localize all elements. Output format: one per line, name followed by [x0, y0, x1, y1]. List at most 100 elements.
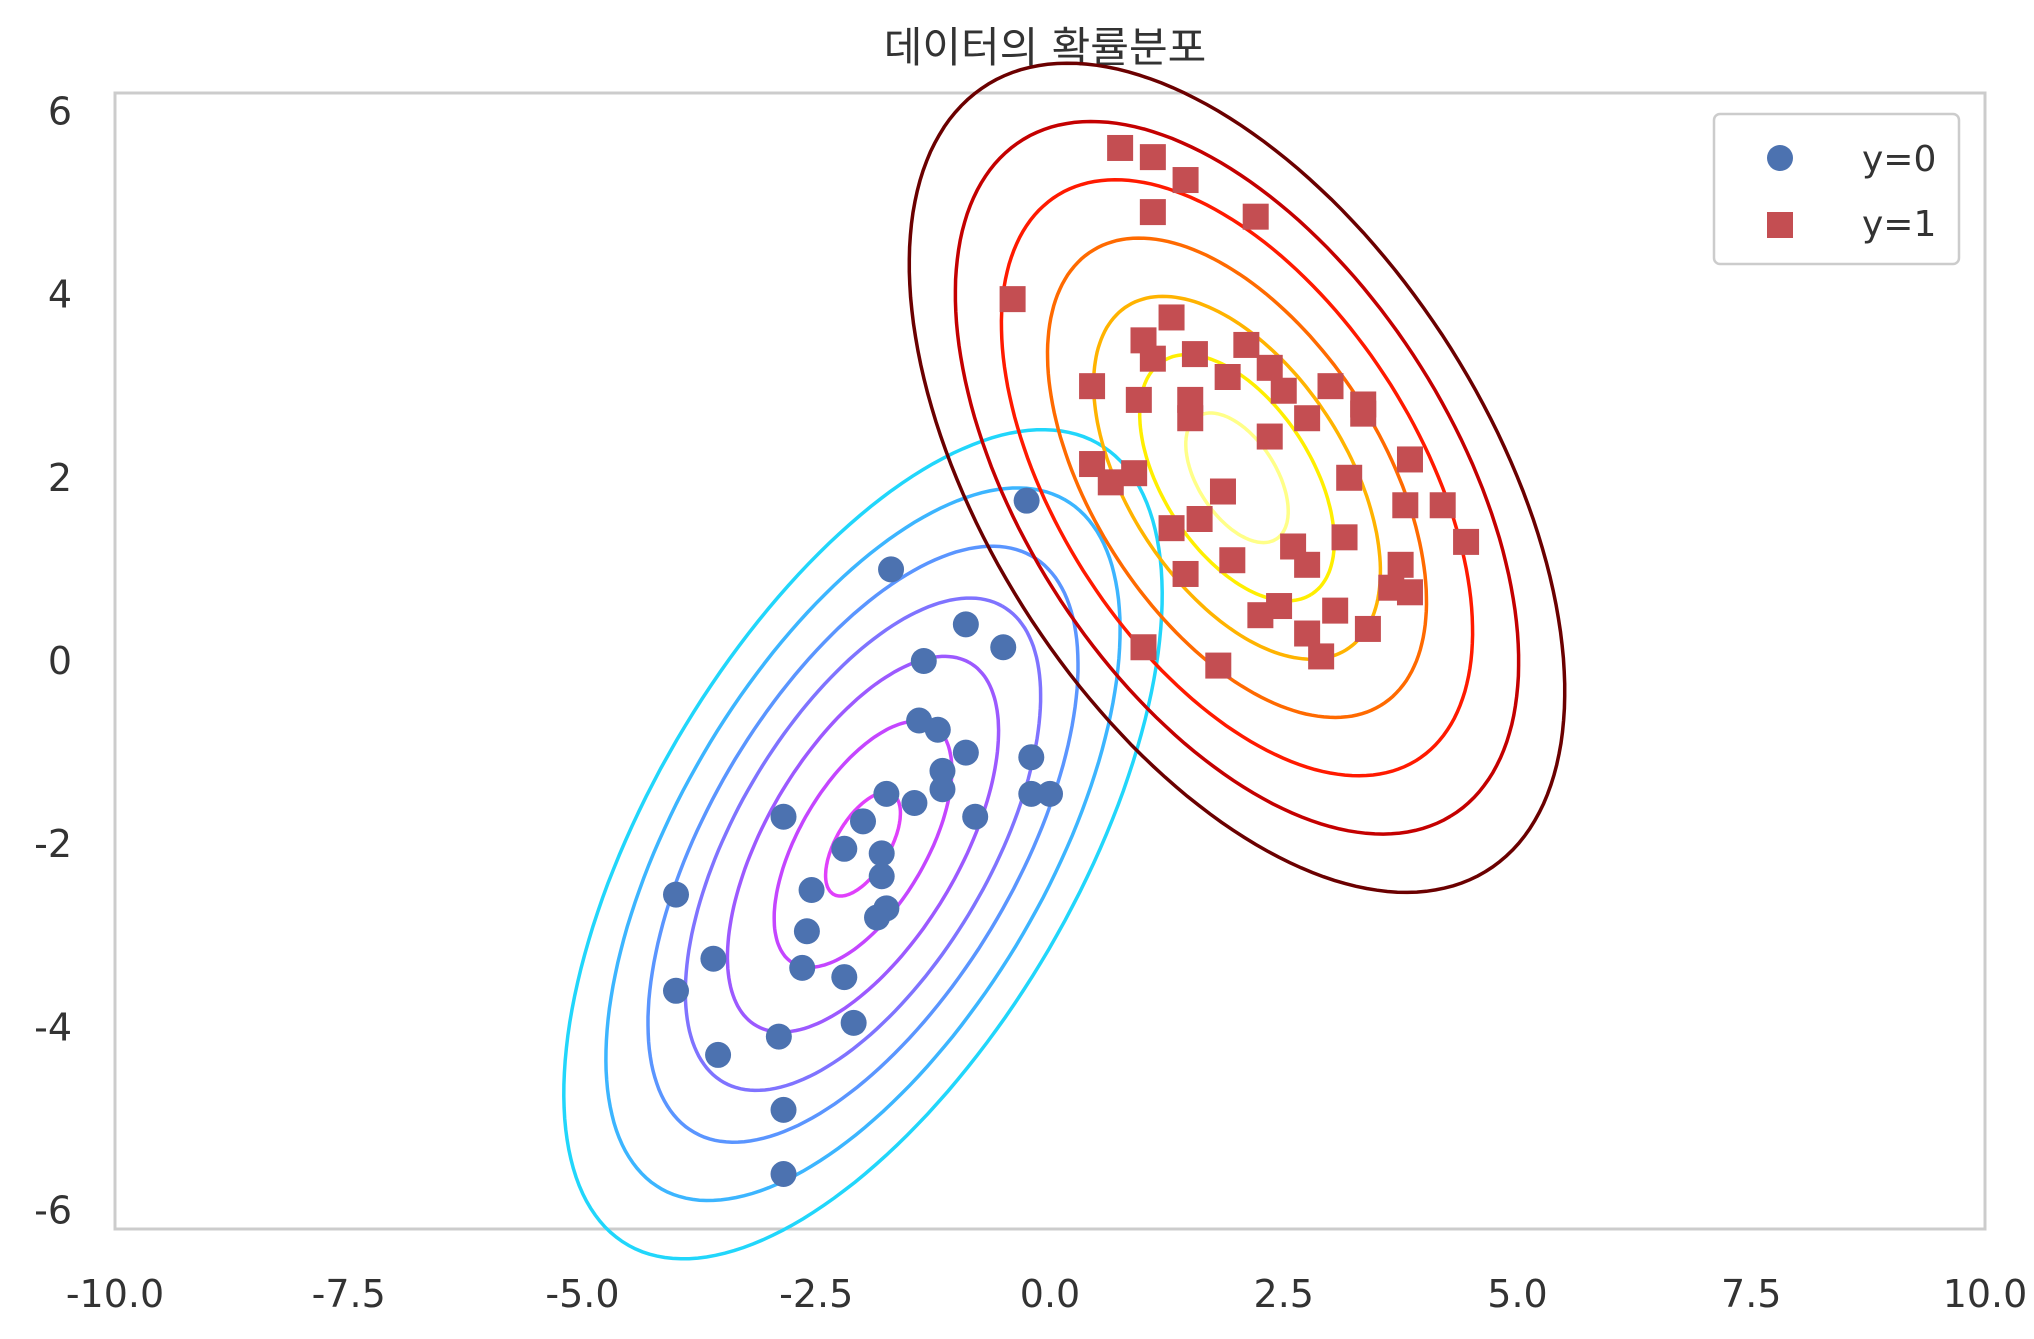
x-tick-label: -7.5 — [312, 1272, 386, 1316]
point-y0-31 — [765, 1023, 792, 1050]
point-y0-20 — [798, 877, 825, 904]
point-y0-8 — [1018, 744, 1045, 771]
legend-label-y1: y=1 — [1862, 204, 1936, 245]
point-y1-46 — [1294, 620, 1321, 647]
point-y0-13 — [873, 780, 900, 807]
point-y1-36 — [1219, 547, 1246, 574]
point-y1-17 — [1125, 386, 1152, 413]
contour-y1-level-2 — [1091, 294, 1383, 661]
point-y0-24 — [864, 904, 891, 931]
contour-y0-level-3 — [683, 596, 1043, 1093]
point-y1-28 — [1209, 478, 1236, 505]
contour-y1-level-5 — [953, 119, 1521, 836]
point-y1-3 — [1139, 199, 1166, 226]
x-tick-label: 5.0 — [1487, 1272, 1547, 1316]
point-y0-11 — [1018, 780, 1045, 807]
point-y1-31 — [1186, 506, 1213, 532]
point-y0-3 — [990, 634, 1017, 661]
point-y0-26 — [700, 945, 727, 972]
point-y1-43 — [1322, 597, 1349, 624]
point-y1-49 — [1205, 652, 1232, 679]
contour-y0-level-4 — [646, 544, 1080, 1144]
point-y0-7 — [952, 739, 979, 766]
point-y1-13 — [1079, 373, 1106, 400]
point-y0-30 — [840, 1009, 867, 1036]
point-y0-19 — [868, 840, 895, 867]
point-y0-25 — [663, 881, 689, 908]
contour-layer — [562, 61, 1567, 1261]
point-y1-21 — [1177, 405, 1204, 432]
point-y1-33 — [1331, 524, 1358, 551]
point-y0-1 — [878, 556, 905, 583]
point-y0-23 — [793, 918, 820, 945]
point-y0-27 — [789, 954, 816, 981]
y-axis-ticks: 6 4 2 0 -2 -4 -6 — [34, 89, 72, 1232]
point-y0-16 — [962, 803, 989, 830]
contour-y0-level-2 — [725, 654, 1001, 1034]
y-tick-label: -6 — [34, 1189, 72, 1233]
point-y0-18 — [831, 835, 858, 862]
point-y0-6 — [924, 716, 951, 743]
contour-y0-level-0 — [823, 790, 903, 898]
point-y1-37 — [1294, 551, 1321, 578]
point-y1-10 — [1256, 354, 1283, 381]
legend-marker-y0 — [1767, 145, 1793, 171]
x-tick-label: 0.0 — [1020, 1272, 1080, 1316]
point-y1-1 — [1139, 144, 1166, 171]
point-y1-12 — [1214, 364, 1241, 390]
point-y1-14 — [1317, 373, 1344, 400]
y-tick-label: 4 — [48, 273, 72, 317]
contour-y0-level-6 — [562, 427, 1164, 1261]
point-y1-9 — [1233, 331, 1260, 358]
point-y0-14 — [901, 790, 928, 816]
x-axis-ticks: -10.0 -7.5 -5.0 -2.5 0.0 2.5 5.0 7.5 10.0 — [66, 1272, 2027, 1316]
y-tick-label: -4 — [34, 1005, 72, 1049]
point-y1-32 — [1158, 515, 1185, 542]
x-tick-label: 10.0 — [1943, 1272, 2028, 1316]
y-tick-label: 2 — [48, 456, 72, 500]
point-y1-39 — [1387, 551, 1414, 578]
point-y1-0 — [1107, 134, 1134, 161]
point-y1-27 — [1336, 464, 1363, 491]
x-tick-label: 7.5 — [1721, 1272, 1781, 1316]
points-layer — [663, 134, 1480, 1188]
legend-label-y0: y=0 — [1862, 139, 1936, 180]
point-y1-45 — [1354, 615, 1381, 642]
point-y1-6 — [1158, 304, 1185, 331]
point-y1-26 — [1097, 469, 1124, 496]
point-y0-28 — [831, 964, 858, 991]
point-y0-29 — [663, 977, 689, 1004]
point-y1-8 — [1181, 341, 1208, 368]
legend-marker-y1 — [1767, 212, 1793, 238]
point-y1-29 — [1392, 492, 1419, 519]
point-y0-0 — [1013, 487, 1040, 514]
point-y1-22 — [1256, 423, 1283, 450]
x-tick-label: -5.0 — [545, 1272, 619, 1316]
point-y0-32 — [705, 1041, 732, 1068]
point-y0-10 — [929, 776, 956, 803]
point-y1-11 — [1139, 345, 1166, 372]
point-y0-34 — [770, 1161, 797, 1188]
point-y1-41 — [1396, 579, 1423, 606]
point-y1-5 — [999, 286, 1026, 313]
x-tick-label: -10.0 — [66, 1272, 164, 1316]
point-y1-4 — [1242, 203, 1269, 230]
legend: y=0 y=1 — [1712, 112, 1961, 266]
point-y1-30 — [1429, 492, 1456, 519]
point-y1-20 — [1294, 405, 1321, 432]
contour-y0-level-5 — [604, 486, 1122, 1203]
contour-y1-level-6 — [907, 61, 1567, 895]
point-y0-21 — [868, 863, 895, 890]
point-y1-44 — [1247, 602, 1274, 629]
x-tick-label: 2.5 — [1254, 1272, 1314, 1316]
point-y1-25 — [1121, 460, 1148, 487]
plot-frame — [113, 91, 1987, 1231]
point-y1-38 — [1172, 560, 1199, 587]
x-tick-label: -2.5 — [779, 1272, 853, 1316]
point-y1-34 — [1453, 528, 1480, 555]
point-y1-24 — [1396, 446, 1423, 473]
point-y0-4 — [910, 648, 937, 674]
point-y0-17 — [850, 808, 876, 835]
y-tick-label: 6 — [48, 89, 72, 133]
point-y1-48 — [1308, 643, 1335, 670]
